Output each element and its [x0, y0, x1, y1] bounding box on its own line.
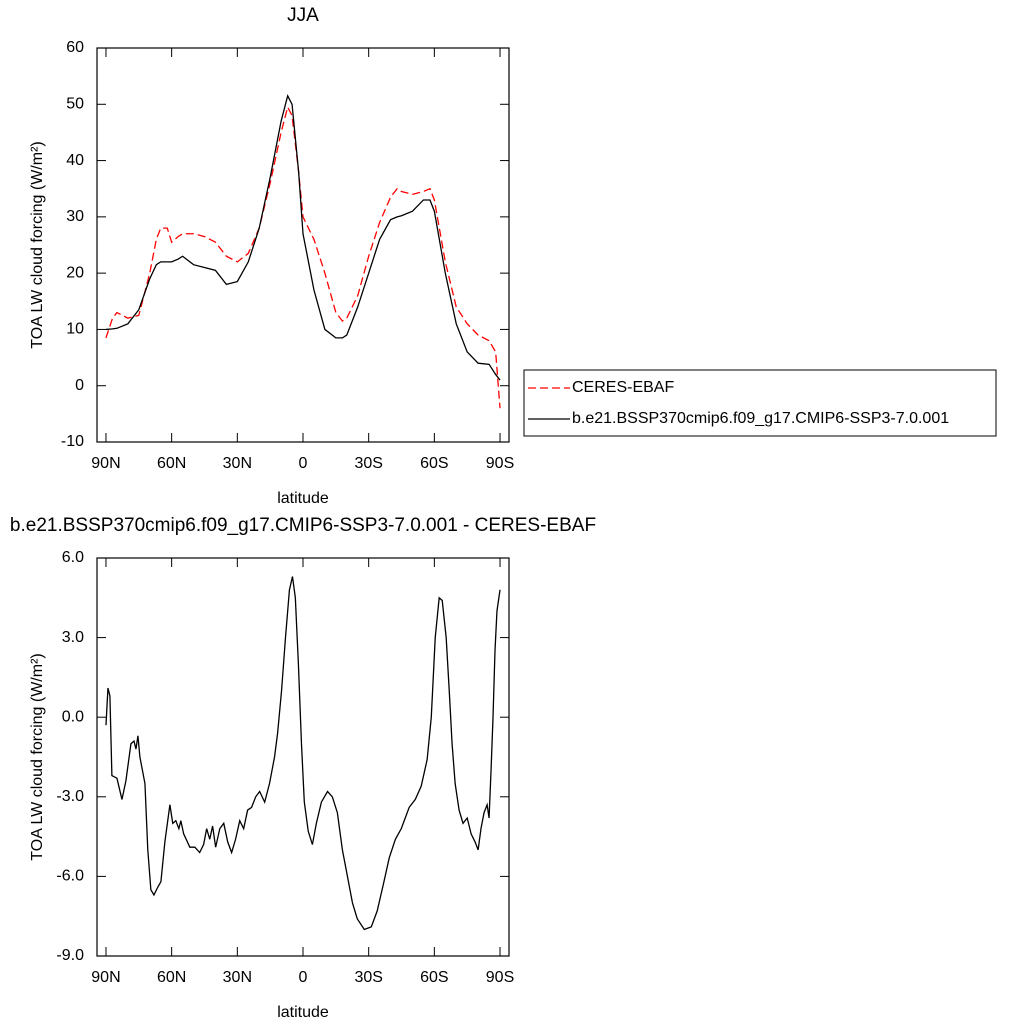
y-tick-label: 10: [66, 321, 84, 338]
x-tick-label: 90S: [486, 455, 514, 472]
x-tick-label: 90S: [486, 969, 514, 986]
chart-title: JJA: [287, 5, 319, 26]
x-tick-label: 0: [299, 969, 308, 986]
data-line: [105, 105, 501, 409]
x-tick-label: 30N: [223, 969, 252, 986]
x-tick-label: 30S: [354, 969, 382, 986]
y-tick-label: 0.0: [62, 708, 84, 725]
y-axis-label: TOA LW cloud forcing (W/m²): [29, 141, 46, 348]
x-tick-label: 0: [299, 455, 308, 472]
y-tick-label: 20: [66, 264, 84, 281]
y-tick-label: 60: [66, 39, 84, 56]
x-tick-label: 60N: [157, 455, 186, 472]
data-line: [105, 94, 501, 381]
legend-label: b.e21.BSSP370cmip6.f09_g17.CMIP6-SSP3-7.…: [572, 410, 949, 427]
y-axis-label: TOA LW cloud forcing (W/m²): [29, 653, 46, 860]
y-tick-label: 30: [66, 208, 84, 225]
x-tick-label: 60N: [157, 969, 186, 986]
y-tick-label: -3.0: [56, 788, 84, 805]
x-tick-label: 90N: [91, 969, 120, 986]
x-tick-label: 90N: [91, 455, 120, 472]
x-axis-label: latitude: [277, 490, 329, 507]
chart-title: b.e21.BSSP370cmip6.f09_g17.CMIP6-SSP3-7.…: [10, 515, 596, 536]
x-tick-label: 30N: [223, 455, 252, 472]
y-tick-label: 0: [75, 377, 84, 394]
y-tick-label: 3.0: [62, 629, 84, 646]
y-tick-label: 6.0: [62, 549, 84, 566]
y-tick-label: 50: [66, 96, 84, 113]
plot-frame: [96, 557, 510, 957]
x-axis-label: latitude: [277, 1004, 329, 1021]
legend-label: CERES-EBAF: [572, 379, 674, 396]
data-line: [105, 576, 501, 931]
plot-frame: [96, 47, 510, 443]
x-tick-label: 30S: [354, 455, 382, 472]
y-tick-label: -10: [61, 433, 84, 450]
y-tick-label: 40: [66, 152, 84, 169]
x-tick-label: 60S: [420, 455, 448, 472]
y-tick-label: -6.0: [56, 868, 84, 885]
x-tick-label: 60S: [420, 969, 448, 986]
legend-box: [523, 369, 997, 437]
y-tick-label: -9.0: [56, 947, 84, 964]
